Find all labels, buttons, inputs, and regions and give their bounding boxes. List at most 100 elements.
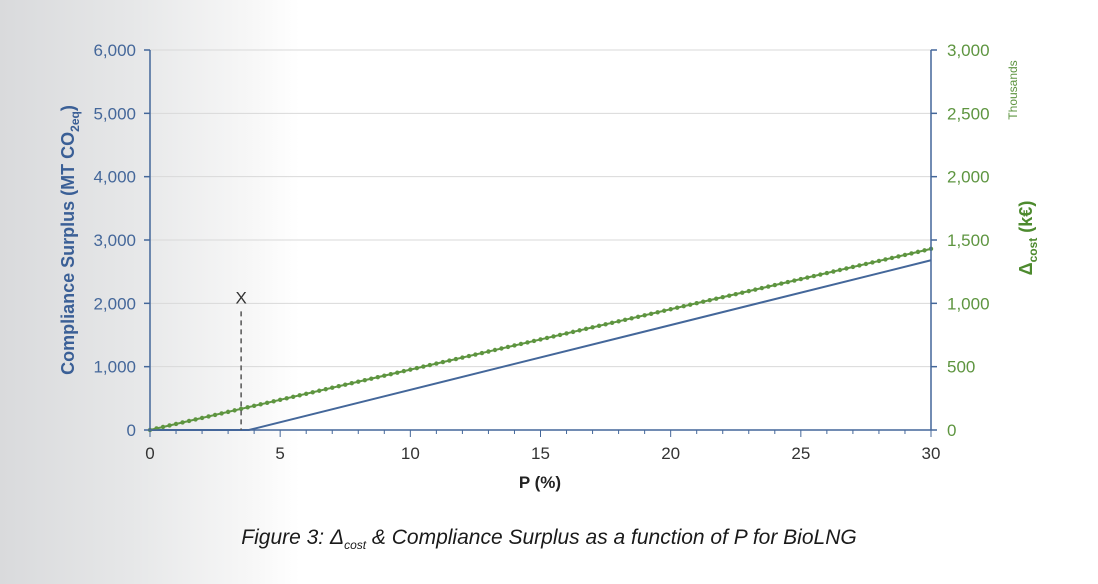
- delta-cost-point: [915, 249, 921, 255]
- x-tick-label: 10: [401, 444, 420, 463]
- delta-cost-point: [160, 424, 166, 430]
- annotation-label: X: [235, 288, 246, 307]
- x-tick-label: 30: [922, 444, 941, 463]
- delta-cost-point: [609, 320, 615, 326]
- left-tick-label: 2,000: [93, 294, 136, 313]
- delta-cost-point: [831, 269, 836, 274]
- delta-cost-point: [544, 335, 550, 341]
- delta-cost-point: [505, 344, 511, 350]
- delta-cost-point: [180, 420, 185, 425]
- right-tick-label: 2,500: [947, 104, 990, 123]
- delta-cost-point: [512, 343, 517, 348]
- delta-cost-point: [674, 305, 680, 310]
- delta-cost-point: [733, 291, 738, 297]
- delta-cost-point: [258, 402, 263, 407]
- delta-cost-point: [883, 257, 888, 262]
- delta-cost-point: [642, 313, 647, 318]
- delta-cost-point: [857, 263, 862, 268]
- delta-cost-point: [173, 421, 179, 427]
- delta-cost-point: [909, 251, 914, 256]
- delta-cost-point: [889, 255, 895, 261]
- delta-cost-point: [570, 329, 576, 335]
- delta-cost-point: [199, 415, 205, 421]
- delta-cost-point: [238, 406, 244, 412]
- x-tick-label: 5: [275, 444, 284, 463]
- delta-cost-point: [245, 405, 250, 410]
- delta-cost-point: [779, 281, 784, 286]
- delta-cost-point: [629, 316, 634, 321]
- delta-cost-point: [531, 338, 537, 344]
- delta-cost-point: [753, 287, 758, 292]
- delta-cost-point: [551, 334, 556, 339]
- delta-cost-point: [251, 403, 257, 409]
- delta-cost-point: [167, 423, 172, 428]
- delta-cost-point: [388, 371, 394, 377]
- delta-cost-point: [681, 304, 686, 309]
- tick-labels: 0 1,000 2,000 3,000 4,000 5,000 6,000 0 500 1,000…: [93, 41, 989, 463]
- delta-cost-point: [518, 341, 524, 347]
- right-tick-label: 1,500: [947, 231, 990, 250]
- delta-cost-point: [206, 414, 211, 419]
- series-layer: [147, 246, 934, 433]
- delta-cost-point: [805, 275, 810, 280]
- delta-cost-point: [349, 381, 354, 386]
- delta-cost-point: [896, 254, 901, 259]
- right-tick-label: 2,000: [947, 168, 990, 187]
- left-tick-label: 0: [127, 421, 136, 440]
- delta-cost-point: [297, 393, 302, 398]
- delta-cost-point: [616, 319, 621, 324]
- delta-cost-point: [336, 384, 341, 389]
- delta-cost-point: [479, 350, 485, 356]
- right-axis-units: Thousands: [1006, 60, 1020, 119]
- x-tick-label: 25: [791, 444, 810, 463]
- delta-cost-point: [369, 376, 374, 381]
- delta-cost-point: [876, 258, 882, 264]
- delta-cost-point: [661, 308, 667, 313]
- delta-cost-point: [330, 385, 335, 390]
- delta-cost-point: [466, 353, 472, 359]
- delta-cost-point: [557, 332, 563, 338]
- delta-cost-point: [818, 272, 823, 277]
- x-axis-title: P (%): [519, 473, 561, 492]
- delta-cost-point: [492, 347, 498, 353]
- delta-cost-point: [811, 273, 817, 279]
- delta-cost-point: [596, 323, 602, 329]
- delta-cost-point: [219, 411, 224, 416]
- delta-cost-point: [271, 399, 276, 404]
- delta-cost-point: [310, 390, 315, 395]
- gridlines: [150, 49, 931, 368]
- delta-cost-point: [850, 264, 856, 270]
- delta-cost-point: [277, 397, 283, 403]
- delta-cost-point: [720, 294, 725, 300]
- delta-cost-point: [870, 260, 875, 265]
- delta-cost-point: [362, 377, 367, 383]
- delta-cost-point: [707, 297, 712, 303]
- delta-cost-point: [317, 388, 322, 393]
- right-tick-label: 0: [947, 421, 956, 440]
- delta-cost-point: [264, 400, 270, 406]
- delta-cost-point: [863, 261, 869, 267]
- delta-cost-point: [590, 325, 595, 330]
- figure-caption: Figure 3: Δcost & Compliance Surplus as …: [241, 526, 857, 553]
- delta-cost-point: [577, 328, 582, 333]
- delta-cost-point: [193, 417, 198, 422]
- delta-cost-point: [408, 367, 413, 372]
- left-tick-label: 6,000: [93, 41, 136, 60]
- delta-cost-point: [635, 314, 641, 319]
- delta-cost-point: [290, 394, 296, 399]
- delta-cost-point: [401, 368, 407, 374]
- left-tick-label: 5,000: [93, 104, 136, 123]
- delta-cost-point: [447, 358, 452, 363]
- delta-cost-point: [766, 284, 771, 289]
- delta-cost-point: [486, 349, 491, 354]
- x-tick-label: 0: [145, 444, 154, 463]
- delta-cost-point: [648, 311, 654, 316]
- delta-cost-point: [453, 356, 459, 362]
- left-tick-label: 1,000: [93, 358, 136, 377]
- delta-cost-point: [902, 252, 908, 258]
- delta-cost-point: [824, 270, 830, 276]
- delta-cost-point: [538, 337, 543, 342]
- delta-cost-point: [421, 364, 426, 369]
- delta-cost-point: [473, 352, 478, 357]
- delta-cost-point: [499, 346, 504, 351]
